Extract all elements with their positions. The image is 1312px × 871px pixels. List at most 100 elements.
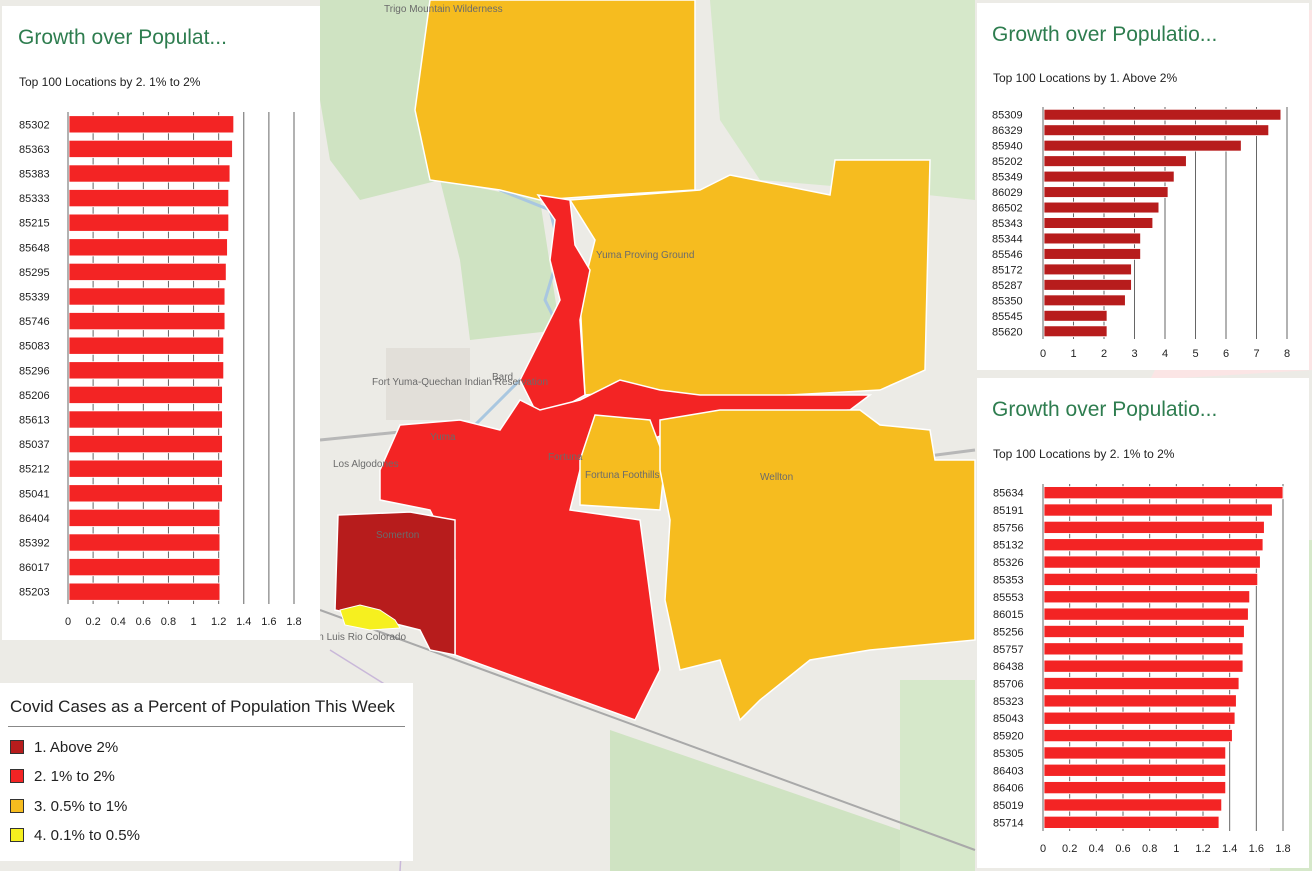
top_right-x-tick-label: 5 bbox=[1192, 348, 1198, 360]
bottom_right-bar-85019[interactable] bbox=[1043, 798, 1223, 812]
left-bar-85392[interactable] bbox=[68, 533, 221, 552]
bottom_right-bar-85353[interactable] bbox=[1043, 572, 1259, 586]
bottom_right-bar-85326[interactable] bbox=[1043, 555, 1261, 569]
left-bar-85083[interactable] bbox=[68, 336, 225, 355]
bottom_right-bar-85305[interactable] bbox=[1043, 746, 1227, 760]
left-bar-86404[interactable] bbox=[68, 508, 221, 527]
left-chart-panel[interactable]: Growth over Populat... Top 100 Locations… bbox=[2, 6, 320, 640]
bottom_right-bar-86403[interactable] bbox=[1043, 763, 1227, 777]
left-bar-85212[interactable] bbox=[68, 459, 223, 478]
bottom_right-bar-86406[interactable] bbox=[1043, 781, 1227, 795]
left-bar-85339[interactable] bbox=[68, 287, 226, 306]
top_right-x-tick-label: 4 bbox=[1162, 348, 1168, 360]
top_right-bar-85344[interactable] bbox=[1043, 232, 1141, 245]
left-bar-85215[interactable] bbox=[68, 213, 230, 232]
left-bar-85648[interactable] bbox=[68, 238, 228, 257]
bottom_right-bar-85191[interactable] bbox=[1043, 503, 1273, 517]
bottom_right-bar-85132[interactable] bbox=[1043, 538, 1264, 552]
bottom_right-x-tick-label: 0.6 bbox=[1115, 843, 1130, 855]
legend-item-above-2[interactable]: 1. Above 2% bbox=[10, 737, 118, 757]
bottom_right-category-label: 85553 bbox=[993, 592, 1024, 604]
left-category-label: 85041 bbox=[19, 488, 50, 500]
bottom_right-bar-85323[interactable] bbox=[1043, 694, 1237, 708]
left-bar-85203[interactable] bbox=[68, 582, 221, 601]
top_right-x-tick-label: 3 bbox=[1131, 348, 1137, 360]
bottom_right-bar-85757[interactable] bbox=[1043, 642, 1244, 656]
left-bar-85333[interactable] bbox=[68, 189, 230, 208]
bottom_right-bar-86015[interactable] bbox=[1043, 607, 1249, 621]
bottom_right-x-tick-label: 0 bbox=[1040, 843, 1046, 855]
left-bar-85613[interactable] bbox=[68, 410, 223, 429]
bottom_right-category-label: 86015 bbox=[993, 609, 1024, 621]
top_right-bar-85620[interactable] bbox=[1043, 325, 1108, 338]
left-bar-85037[interactable] bbox=[68, 435, 223, 454]
bottom_right-x-tick-label: 1.6 bbox=[1249, 843, 1264, 855]
legend-item-0-5-to-1[interactable]: 3. 0.5% to 1% bbox=[10, 796, 127, 816]
map-label-yuma: Yuma bbox=[430, 432, 456, 443]
legend-item-1-to-2[interactable]: 2. 1% to 2% bbox=[10, 766, 115, 786]
top_right-bar-85202[interactable] bbox=[1043, 155, 1187, 167]
top_right-bar-85172[interactable] bbox=[1043, 263, 1132, 276]
left-category-label: 85296 bbox=[19, 365, 50, 377]
top_right-bar-85287[interactable] bbox=[1043, 279, 1132, 291]
left-category-label: 85212 bbox=[19, 464, 50, 476]
left-bar-85295[interactable] bbox=[68, 262, 227, 281]
top_right-category-label: 85287 bbox=[992, 280, 1023, 292]
top_right-bar-85349[interactable] bbox=[1043, 170, 1175, 183]
left-bar-85296[interactable] bbox=[68, 361, 225, 380]
region-0-5-to-1-wellton[interactable] bbox=[659, 409, 976, 722]
left-bar-85363[interactable] bbox=[68, 139, 233, 158]
bottom_right-bar-85634[interactable] bbox=[1043, 486, 1284, 500]
top_right-category-label: 85546 bbox=[992, 249, 1023, 261]
left-bar-85383[interactable] bbox=[68, 164, 231, 183]
region-0-1-to-0-5-san-luis[interactable] bbox=[339, 604, 401, 631]
left-x-tick-label: 0 bbox=[65, 616, 71, 628]
top_right-bar-86502[interactable] bbox=[1043, 201, 1160, 214]
left-category-label: 85746 bbox=[19, 316, 50, 328]
bottom_right-category-label: 85323 bbox=[993, 696, 1024, 708]
top_right-category-label: 85344 bbox=[992, 233, 1023, 245]
left-bar-85302[interactable] bbox=[68, 115, 235, 134]
top_right-bar-85545[interactable] bbox=[1043, 309, 1108, 322]
bottom_right-category-label: 86403 bbox=[993, 765, 1024, 777]
bottom_right-bar-86438[interactable] bbox=[1043, 659, 1244, 673]
legend-swatch-1-to-2 bbox=[10, 769, 24, 783]
bottom_right-category-label: 85920 bbox=[993, 731, 1024, 743]
left-category-label: 85206 bbox=[19, 390, 50, 402]
bottom_right-bar-85256[interactable] bbox=[1043, 625, 1245, 638]
bottom_right-bar-85756[interactable] bbox=[1043, 520, 1265, 534]
top_right-bar-85546[interactable] bbox=[1043, 248, 1141, 260]
top_right-bar-85343[interactable] bbox=[1043, 217, 1154, 229]
bottom_right-bar-85706[interactable] bbox=[1043, 677, 1240, 690]
top_right-bar-85309[interactable] bbox=[1043, 108, 1282, 121]
top_right-category-label: 85545 bbox=[992, 311, 1023, 323]
left-bar-chart: 85302 85363 85383 85333 85215 85648 85295 85339… bbox=[19, 112, 302, 628]
left-category-label: 85392 bbox=[19, 538, 50, 550]
top_right-category-label: 85349 bbox=[992, 172, 1023, 184]
bottom_right-bar-85920[interactable] bbox=[1043, 729, 1233, 743]
bottom_right-category-label: 85353 bbox=[993, 574, 1024, 586]
left-bar-85206[interactable] bbox=[68, 385, 223, 404]
top_right-bar-85940[interactable] bbox=[1043, 139, 1242, 152]
bottom-right-chart-panel[interactable]: Growth over Populatio... Top 100 Locatio… bbox=[977, 378, 1309, 868]
top-right-chart-panel[interactable]: Growth over Populatio... Top 100 Locatio… bbox=[977, 3, 1309, 370]
bottom_right-category-label: 85634 bbox=[993, 488, 1024, 500]
top_right-bar-86029[interactable] bbox=[1043, 186, 1169, 198]
bottom_right-x-tick-label: 0.2 bbox=[1062, 843, 1077, 855]
legend-item-0-1-to-0-5[interactable]: 4. 0.1% to 0.5% bbox=[10, 825, 140, 845]
map-label-san-luis: San Luis Rio Colorado bbox=[306, 632, 406, 643]
region-0-5-to-1-proving-ground[interactable] bbox=[568, 159, 931, 401]
bottom_right-bar-85553[interactable] bbox=[1043, 590, 1251, 604]
bottom_right-bar-85714[interactable] bbox=[1043, 815, 1220, 829]
top_right-bar-86329[interactable] bbox=[1043, 124, 1270, 137]
region-0-5-to-1-north[interactable] bbox=[414, 0, 696, 201]
top_right-bar-85350[interactable] bbox=[1043, 294, 1126, 307]
left-bar-85746[interactable] bbox=[68, 312, 226, 331]
left-bar-86017[interactable] bbox=[68, 558, 221, 577]
legend-swatch-above-2 bbox=[10, 740, 24, 754]
region-0-5-to-1-fortuna[interactable] bbox=[579, 414, 666, 511]
left-bar-85041[interactable] bbox=[68, 484, 223, 503]
legend-title: Covid Cases as a Percent of Population T… bbox=[10, 697, 395, 716]
top_right-category-label: 85202 bbox=[992, 156, 1023, 168]
bottom_right-bar-85043[interactable] bbox=[1043, 711, 1236, 725]
